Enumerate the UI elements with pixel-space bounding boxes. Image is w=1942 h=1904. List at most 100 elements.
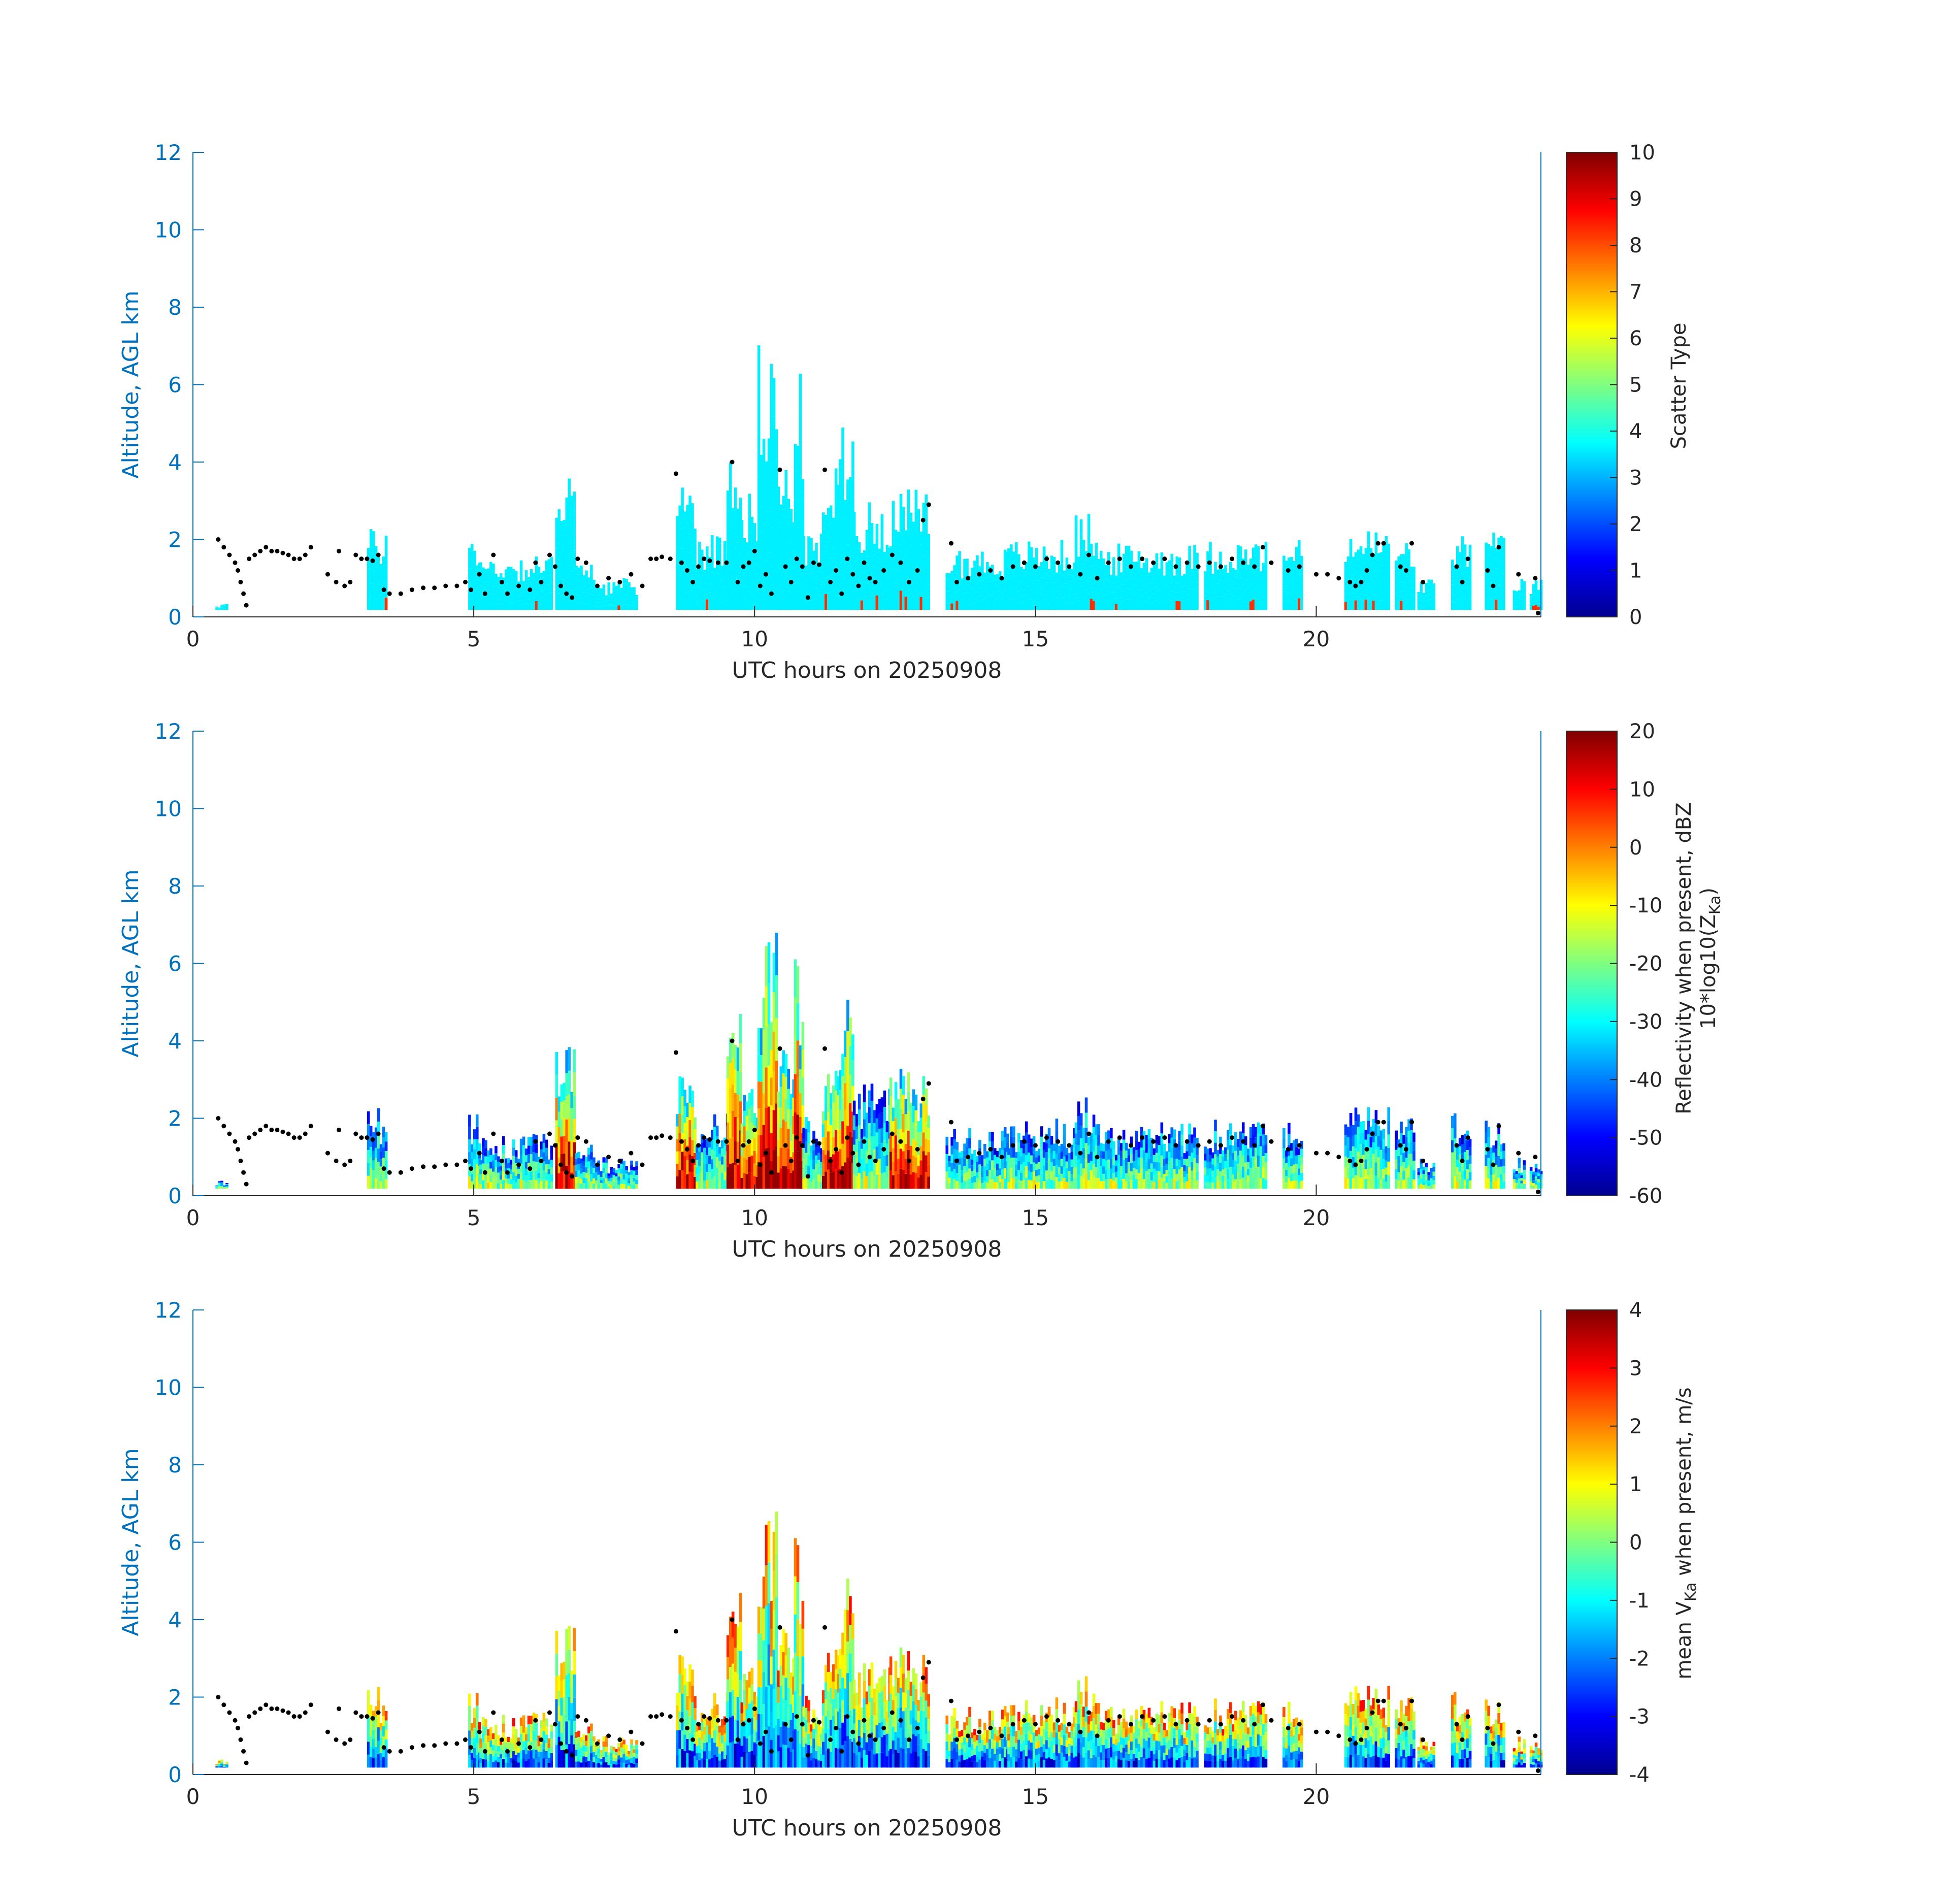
cloud-base-point bbox=[977, 1151, 982, 1156]
cloud-base-point bbox=[966, 1155, 971, 1160]
echo-cell bbox=[767, 1065, 771, 1107]
echo-cell bbox=[557, 1127, 561, 1143]
echo-cell bbox=[1425, 605, 1428, 610]
echo-cell bbox=[1040, 1157, 1043, 1168]
echo-cell bbox=[796, 500, 800, 528]
echo-cell bbox=[1344, 570, 1347, 578]
echo-cell bbox=[1102, 575, 1105, 584]
echo-cell bbox=[519, 1147, 523, 1156]
cloud-base-point bbox=[570, 595, 575, 600]
echo-cell bbox=[976, 1177, 979, 1184]
echo-cell bbox=[875, 538, 879, 553]
echo-cell bbox=[573, 531, 576, 551]
echo-cell bbox=[715, 1146, 719, 1158]
echo-cell bbox=[1209, 542, 1212, 553]
cloud-base-point bbox=[654, 1135, 659, 1140]
echo-cell bbox=[1295, 1180, 1298, 1189]
echo-cell bbox=[1070, 1159, 1074, 1167]
echo-cell bbox=[1186, 595, 1189, 603]
echo-cell bbox=[907, 549, 910, 570]
echo-cell bbox=[1090, 599, 1093, 610]
echo-cell bbox=[1163, 604, 1166, 610]
echo-cell bbox=[1430, 600, 1433, 605]
echo-cell bbox=[897, 1173, 900, 1189]
echo-cell bbox=[625, 605, 628, 610]
echo-cell bbox=[1364, 1139, 1368, 1150]
echo-cell bbox=[1364, 1159, 1368, 1169]
echo-cell bbox=[1252, 1167, 1255, 1178]
echo-cell bbox=[889, 1114, 893, 1133]
echo-cell bbox=[615, 1173, 618, 1176]
echo-cell bbox=[1454, 565, 1457, 573]
echo-cell bbox=[1252, 599, 1255, 610]
echo-cell bbox=[1468, 555, 1472, 567]
echo-cell bbox=[817, 1145, 820, 1153]
echo-cell bbox=[1532, 1180, 1535, 1183]
cloud-base-point bbox=[1117, 1135, 1122, 1140]
echo-cell bbox=[762, 1125, 766, 1157]
echo-cell bbox=[563, 535, 566, 550]
echo-cell bbox=[580, 1168, 583, 1174]
cloud-base-point bbox=[862, 560, 867, 565]
echo-cell bbox=[223, 609, 226, 610]
echo-cell bbox=[1027, 541, 1031, 553]
echo-cell bbox=[607, 1173, 610, 1176]
echo-cell bbox=[502, 577, 505, 583]
echo-cell bbox=[907, 1169, 910, 1189]
echo-cell bbox=[1234, 583, 1237, 590]
echo-cell bbox=[1112, 583, 1115, 593]
echo-cell bbox=[1120, 1143, 1123, 1151]
echo-cell bbox=[1425, 1184, 1428, 1189]
echo-cell bbox=[557, 560, 561, 577]
echo-cell bbox=[1300, 1140, 1303, 1149]
cloud-base-point bbox=[805, 595, 810, 600]
echo-cell bbox=[807, 1155, 810, 1166]
echo-cell bbox=[1357, 1139, 1360, 1152]
echo-cell bbox=[1017, 1133, 1021, 1142]
echo-cell bbox=[1015, 1152, 1018, 1159]
echo-cell bbox=[517, 586, 520, 591]
echo-cell bbox=[600, 596, 603, 600]
echo-cell bbox=[590, 580, 593, 587]
echo-cell bbox=[1020, 588, 1023, 596]
echo-cell bbox=[1344, 1145, 1347, 1157]
echo-cell bbox=[1170, 553, 1173, 564]
echo-cell bbox=[729, 1163, 732, 1189]
echo-cell bbox=[573, 550, 576, 571]
echo-cell bbox=[1241, 584, 1245, 593]
cloud-base-point bbox=[845, 556, 850, 562]
echo-cell bbox=[868, 1090, 871, 1107]
echo-cell bbox=[1020, 1180, 1023, 1189]
echo-cell bbox=[981, 1166, 984, 1172]
echo-cell bbox=[1035, 589, 1038, 600]
echo-cell bbox=[1244, 549, 1247, 560]
echo-cell bbox=[484, 569, 487, 576]
echo-cell bbox=[815, 1172, 818, 1180]
echo-cell bbox=[1239, 567, 1242, 578]
echo-cell bbox=[899, 571, 903, 591]
echo-cell bbox=[991, 580, 994, 587]
echo-cell bbox=[1010, 588, 1013, 599]
echo-cell bbox=[1264, 1179, 1268, 1189]
echo-cell bbox=[767, 467, 771, 496]
echo-cell bbox=[794, 471, 797, 500]
echo-cell bbox=[681, 1170, 684, 1189]
echo-cell bbox=[880, 1158, 884, 1174]
echo-cell bbox=[839, 1149, 842, 1169]
echo-cell bbox=[1214, 570, 1217, 578]
echo-cell bbox=[919, 1103, 923, 1118]
cloud-base-point bbox=[1364, 1147, 1369, 1152]
echo-cell bbox=[1035, 1182, 1038, 1189]
echo-cell bbox=[745, 1130, 749, 1145]
echo-cell bbox=[1232, 568, 1235, 575]
echo-cell bbox=[1147, 1178, 1151, 1189]
echo-cell bbox=[1145, 1144, 1148, 1153]
echo-cell bbox=[1183, 598, 1186, 604]
echo-cell bbox=[537, 1157, 541, 1162]
echo-cell bbox=[1153, 1155, 1156, 1162]
echo-cell bbox=[1259, 1135, 1263, 1146]
echo-cell bbox=[1060, 575, 1064, 587]
echo-cell bbox=[1395, 593, 1398, 602]
echo-cell bbox=[1117, 576, 1121, 588]
echo-cell bbox=[953, 587, 956, 595]
